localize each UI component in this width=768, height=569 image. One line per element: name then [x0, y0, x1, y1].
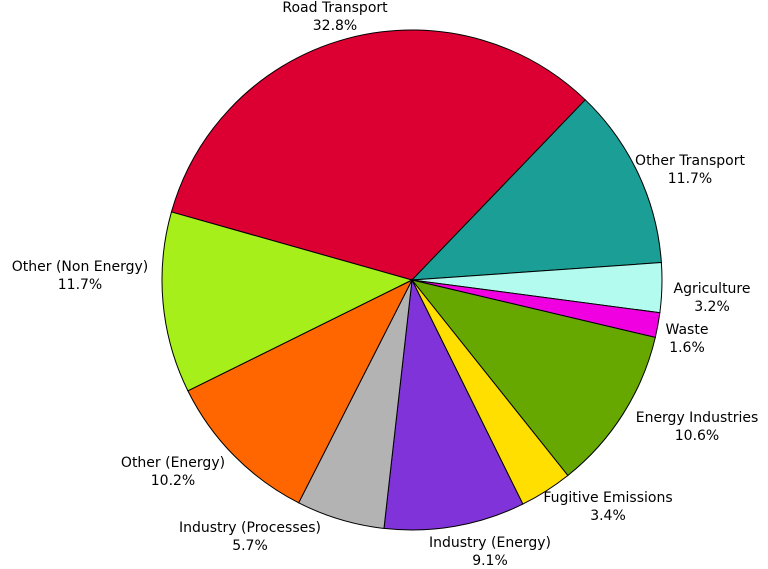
pie-slice [170, 29, 586, 281]
slice-value: 9.1% [472, 553, 508, 569]
slice-value: 10.2% [151, 473, 195, 489]
slice-value: 3.2% [694, 299, 730, 315]
slice-label: Other (Non Energy) [12, 259, 149, 275]
slice-label: Energy Industries [636, 410, 759, 426]
slice-label: Waste [666, 322, 709, 338]
slice-label: Road Transport [282, 0, 388, 16]
slice-label: Other Transport [635, 153, 745, 169]
pie-slice [410, 279, 656, 477]
slice-label: Industry (Processes) [179, 520, 321, 536]
slice-value: 1.6% [669, 340, 705, 356]
pie-slice [161, 211, 414, 392]
slice-value: 5.7% [232, 538, 268, 554]
slice-label: Industry (Energy) [429, 535, 551, 551]
slice-value: 10.6% [675, 428, 719, 444]
pie-slice [410, 99, 662, 281]
slice-value: 3.4% [590, 508, 626, 524]
slice-value: 32.8% [313, 18, 357, 34]
slice-label: Agriculture [674, 281, 751, 297]
slice-value: 11.7% [668, 171, 712, 187]
pie-slice [383, 278, 524, 531]
pie-slice [187, 278, 414, 504]
slice-label: Other (Energy) [121, 455, 225, 471]
slice-value: 11.7% [58, 277, 102, 293]
slice-label: Fugitive Emissions [543, 490, 672, 506]
